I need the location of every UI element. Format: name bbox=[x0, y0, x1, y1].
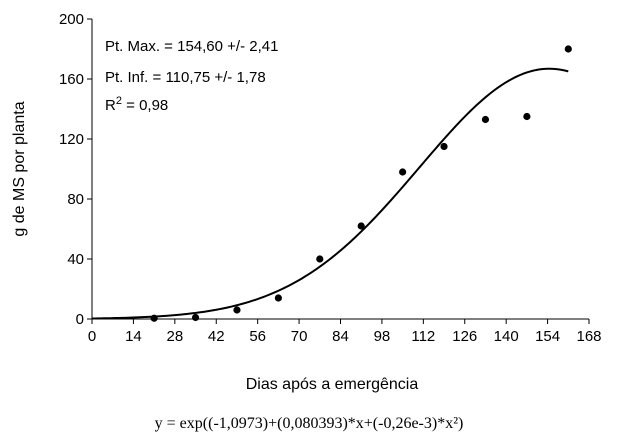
data-point bbox=[150, 314, 158, 322]
data-point bbox=[564, 45, 572, 53]
data-point bbox=[191, 313, 200, 322]
x-tick-label: 112 bbox=[411, 328, 435, 345]
annotations: Pt. Max. = 154,60 +/- 2,41 Pt. Inf. = 11… bbox=[105, 38, 278, 114]
y-tick-label: 0 bbox=[76, 311, 84, 328]
data-point bbox=[440, 142, 448, 151]
x-tick-label: 70 bbox=[291, 328, 308, 345]
x-tick-label: 42 bbox=[208, 328, 225, 345]
x-tick-label: 168 bbox=[576, 328, 601, 345]
x-tick-label: 98 bbox=[374, 328, 391, 345]
y-tick-label: 200 bbox=[59, 11, 84, 28]
y-tick-label: 80 bbox=[67, 191, 84, 208]
annotation-pt-max: Pt. Max. = 154,60 +/- 2,41 bbox=[105, 38, 278, 55]
data-point bbox=[233, 306, 241, 314]
data-point bbox=[481, 115, 490, 124]
x-axis-label: Dias após a emergência bbox=[246, 376, 419, 393]
x-tick-label: 154 bbox=[535, 328, 560, 345]
x-tick-label: 14 bbox=[125, 328, 142, 345]
x-tick-label: 140 bbox=[494, 328, 519, 345]
plot-area: 0 40 80 120 160 200 0 14 28 42 56 70 84 98 112 126 140 15… bbox=[59, 11, 602, 345]
x-tick-label: 126 bbox=[452, 328, 477, 345]
r-squared-value: = 0,98 bbox=[122, 97, 168, 114]
x-tick-label: 28 bbox=[166, 328, 183, 345]
x-tick-label: 0 bbox=[88, 328, 96, 345]
x-tick-label: 56 bbox=[249, 328, 266, 345]
fitted-curve bbox=[91, 67, 569, 320]
y-tick-label: 120 bbox=[59, 131, 84, 148]
regression-equation: y = exp((-1,0973)+(0,080393)*x+(-0,26e-3… bbox=[155, 415, 464, 432]
data-point bbox=[357, 222, 365, 230]
y-tick-label: 40 bbox=[67, 251, 84, 268]
data-point bbox=[523, 112, 531, 121]
annotation-pt-inf: Pt. Inf. = 110,75 +/- 1,78 bbox=[105, 69, 266, 86]
r-squared-base: R bbox=[105, 97, 116, 114]
data-point bbox=[274, 294, 282, 302]
x-tick-label: 84 bbox=[332, 328, 349, 345]
y-axis-label: g de MS por planta bbox=[11, 101, 28, 236]
y-tick-label: 160 bbox=[59, 71, 84, 88]
data-point bbox=[316, 255, 324, 263]
r-squared-superscript: 2 bbox=[116, 95, 122, 107]
data-point bbox=[399, 168, 407, 176]
annotation-r-squared: R2 = 0,98 bbox=[105, 95, 168, 114]
